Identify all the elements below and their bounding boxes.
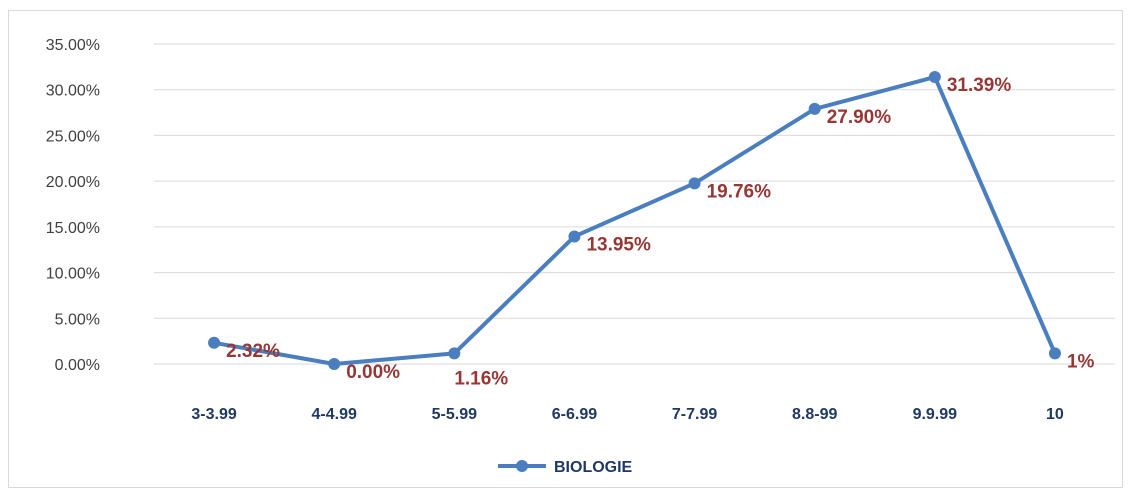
x-axis-ticks: 3-3.99 4-4.99 5-5.99 6-6.99 7-7.99 8.8-99 9.9.… <box>191 406 1064 423</box>
data-labels: 2.32% 0.00% 1.16% 13.95% 19.76% 27.90% 31.39% 1… <box>226 75 1094 389</box>
data-point <box>328 358 341 370</box>
data-label: 13.95% <box>586 234 651 255</box>
y-tick-label: 0.00% <box>55 357 100 374</box>
gridlines <box>154 43 1115 365</box>
y-tick-label: 15.00% <box>46 220 100 237</box>
x-tick-label: 9.9.99 <box>913 406 958 423</box>
x-tick-label: 4-4.99 <box>312 406 357 423</box>
legend: BIOLOGIE <box>498 459 633 476</box>
data-point <box>928 71 941 84</box>
x-tick-label: 7-7.99 <box>672 406 717 423</box>
y-tick-label: 5.00% <box>55 311 100 328</box>
y-tick-label: 25.00% <box>46 128 100 145</box>
x-tick-label: 6-6.99 <box>552 406 597 423</box>
data-point <box>448 347 461 360</box>
data-point <box>208 336 221 349</box>
y-axis-ticks: 0.00% 5.00% 10.00% 15.00% 20.00% 25.00% 30.00%… <box>46 37 100 374</box>
data-label: 31.39% <box>947 75 1012 96</box>
data-point <box>568 230 581 243</box>
legend-label: BIOLOGIE <box>554 459 633 476</box>
data-point <box>688 177 701 190</box>
series-line-path <box>212 75 1057 366</box>
data-label: 19.76% <box>707 181 772 202</box>
legend-dot-marker <box>516 460 528 472</box>
data-point <box>1048 347 1061 360</box>
x-tick-label: 10 <box>1046 406 1064 423</box>
series-points <box>208 71 1061 370</box>
x-tick-label: 8.8-99 <box>792 406 837 423</box>
y-tick-label: 35.00% <box>46 37 100 54</box>
y-tick-label: 10.00% <box>46 266 100 283</box>
y-tick-label: 20.00% <box>46 174 100 191</box>
data-label: 27.90% <box>827 107 892 128</box>
data-point <box>808 102 821 115</box>
data-label: 1% <box>1067 351 1095 372</box>
x-tick-label: 3-3.99 <box>191 406 236 423</box>
data-label: 0.00% <box>346 362 400 383</box>
data-label: 1.16% <box>454 368 508 389</box>
series-line <box>212 75 1057 366</box>
data-label: 2.32% <box>226 341 280 362</box>
x-tick-label: 5-5.99 <box>432 406 477 423</box>
y-tick-label: 30.00% <box>46 83 100 100</box>
